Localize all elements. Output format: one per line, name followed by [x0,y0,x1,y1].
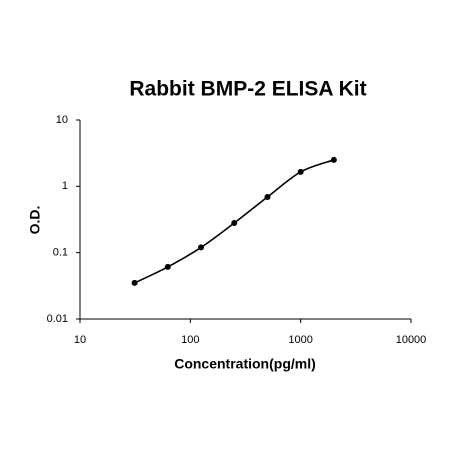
chart-title: Rabbit BMP-2 ELISA Kit [129,78,366,101]
data-point [330,156,337,163]
data-point [297,168,304,175]
x-axis-label: Concentration(pg/ml) [174,356,316,372]
x-tick-label: 10 [74,334,86,346]
data-point [231,220,238,227]
data-point [198,244,205,251]
data-point [164,263,171,270]
y-tick-label: 0.1 [53,247,68,259]
data-point [131,279,138,286]
x-tick-label: 1000 [288,334,312,346]
y-tick-label: 10 [56,114,68,126]
y-tick-label: 0.01 [47,313,68,325]
y-axis-label: O.D. [27,206,43,235]
x-tick-label: 10000 [396,334,427,346]
y-tick-label: 1 [62,180,68,192]
x-tick-label: 100 [181,334,199,346]
data-point [264,194,271,201]
